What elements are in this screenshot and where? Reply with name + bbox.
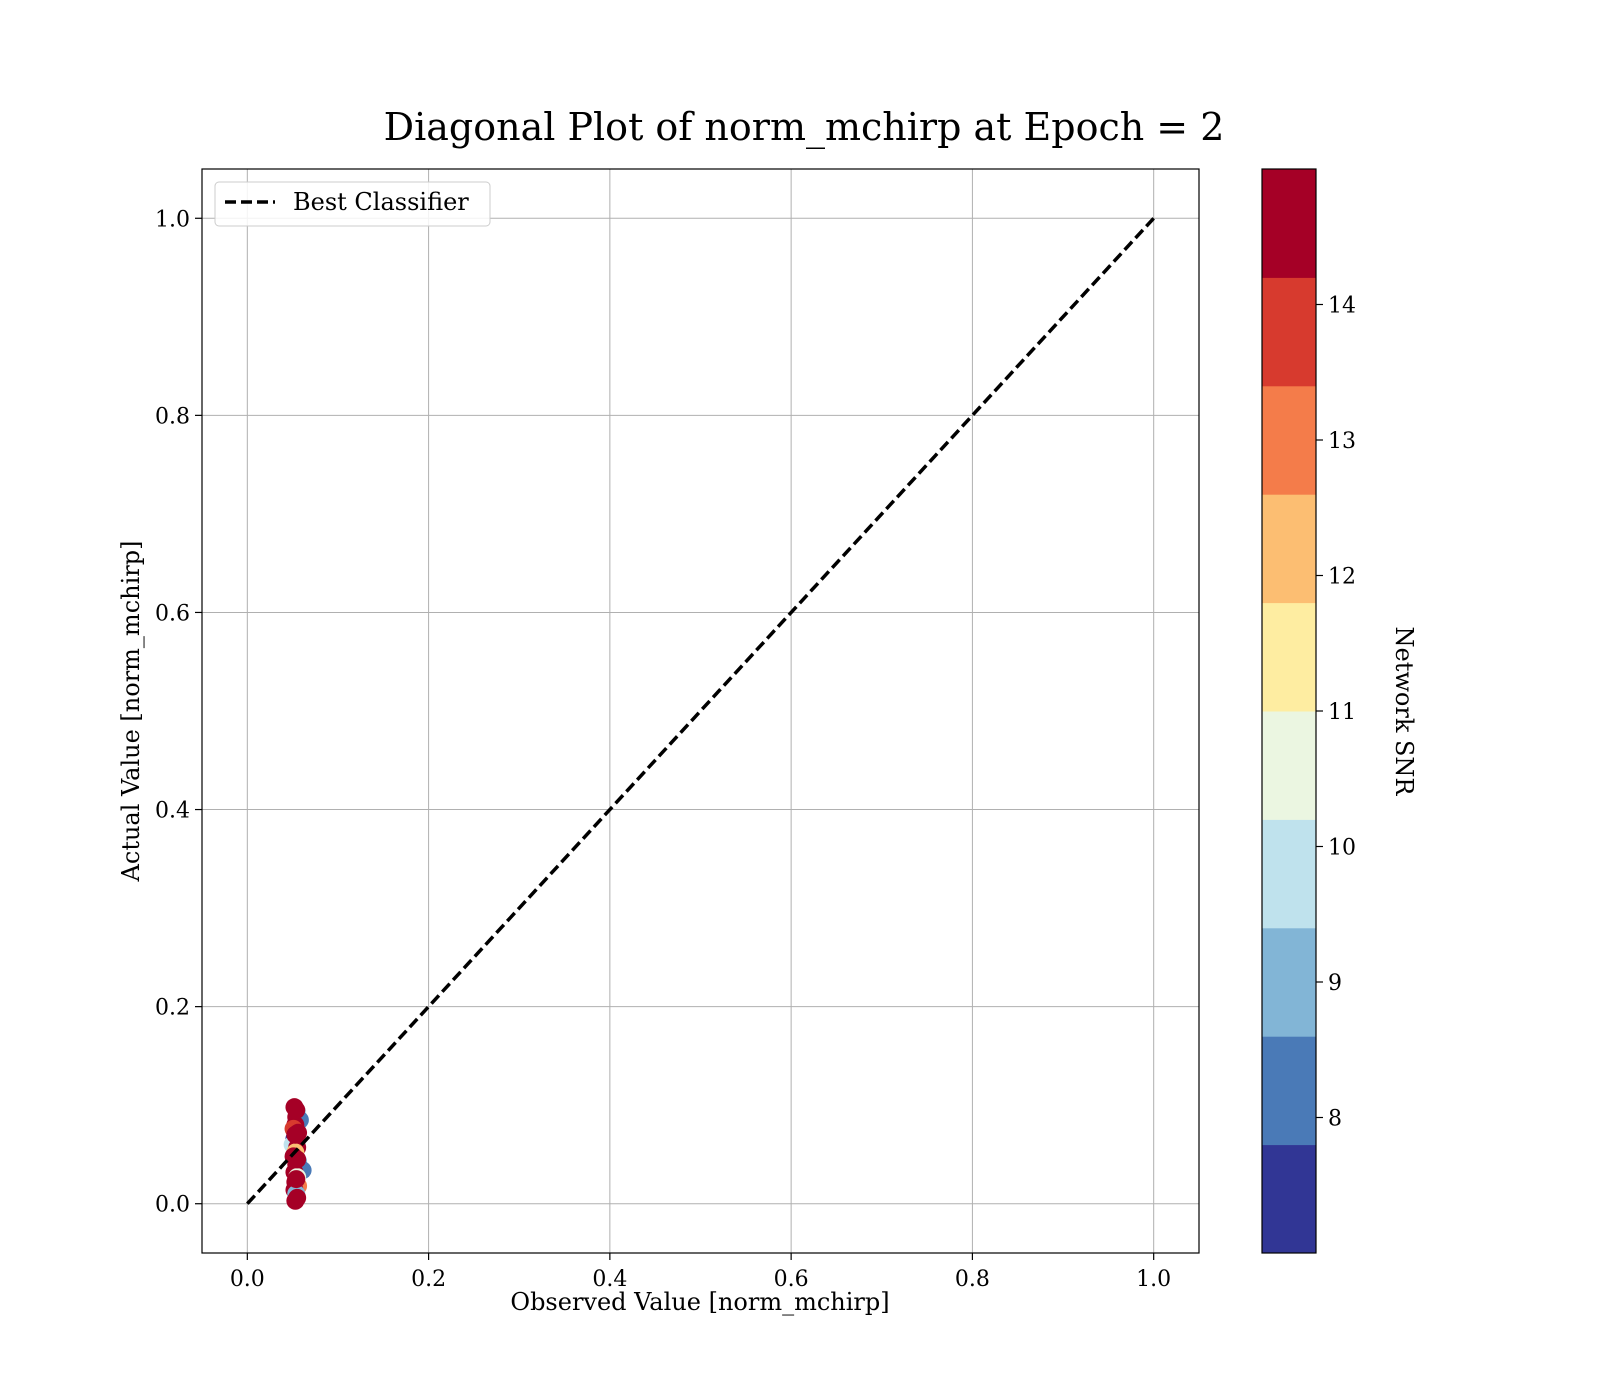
x-axis-label: Observed Value [norm_mchirp] <box>510 1288 889 1316</box>
scatter-point <box>287 1101 306 1120</box>
colorbar-tick-label: 12 <box>1328 565 1356 590</box>
colorbar-segment <box>1262 819 1316 929</box>
y-tick-label: 0.2 <box>155 996 190 1021</box>
y-tick-label: 0.6 <box>155 601 190 626</box>
colorbar-segment <box>1262 1036 1316 1146</box>
scatter-point <box>286 1191 305 1210</box>
x-tick-label: 0.6 <box>774 1267 809 1292</box>
colorbar-tick-label: 9 <box>1328 971 1342 996</box>
colorbar-segment <box>1262 385 1316 495</box>
plot-area-frame <box>201 168 1200 1254</box>
colorbar-label: Network SNR <box>1390 627 1418 797</box>
y-tick-label: 0.0 <box>155 1193 190 1218</box>
y-tick-label: 0.8 <box>155 404 190 429</box>
colorbar-segment <box>1262 494 1316 604</box>
y-tick-label: 1.0 <box>155 207 190 232</box>
x-tick-label: 0.4 <box>592 1267 627 1292</box>
colorbar-tick-label: 10 <box>1328 836 1356 861</box>
colorbar-segment <box>1262 1144 1316 1254</box>
legend-box <box>214 181 491 227</box>
x-tick-label: 0.8 <box>955 1267 990 1292</box>
legend: Best Classifier <box>214 181 491 227</box>
colorbar-tick-label: 13 <box>1328 429 1356 454</box>
scatter-point <box>286 1125 305 1144</box>
y-tick-label: 0.4 <box>155 799 190 824</box>
x-tick-label: 0.2 <box>411 1267 446 1292</box>
colorbar-segment <box>1262 602 1316 712</box>
y-axis-label: Actual Value [norm_mchirp] <box>117 541 145 883</box>
scatter-point <box>288 1150 307 1169</box>
scatter-point <box>287 1170 306 1189</box>
best-classifier-line-group <box>246 217 1155 1205</box>
colorbar-tick-label: 8 <box>1328 1107 1342 1132</box>
chart-title: Diagonal Plot of norm_mchirp at Epoch = … <box>384 105 1225 150</box>
colorbar-segment <box>1262 277 1316 387</box>
x-tick-label: 1.0 <box>1136 1267 1171 1292</box>
y-axis-ticks: 0.0 0.2 0.4 0.6 0.8 1.0 <box>155 207 202 1218</box>
colorbar-tick-label: 11 <box>1328 700 1356 725</box>
colorbar-tick-label: 14 <box>1328 294 1356 319</box>
x-axis-ticks: 0.0 0.2 0.4 0.6 0.8 1.0 <box>230 1253 1171 1292</box>
colorbar: 8 9 10 11 12 13 14 <box>1261 168 1356 1254</box>
x-tick-label: 0.0 <box>230 1267 265 1292</box>
colorbar-segment <box>1262 711 1316 820</box>
colorbar-segment <box>1262 927 1316 1037</box>
colorbar-segment <box>1262 169 1316 278</box>
legend-label: Best Classifier <box>293 188 469 216</box>
best-classifier-line <box>246 217 1155 1205</box>
scatter-points <box>283 1098 312 1210</box>
